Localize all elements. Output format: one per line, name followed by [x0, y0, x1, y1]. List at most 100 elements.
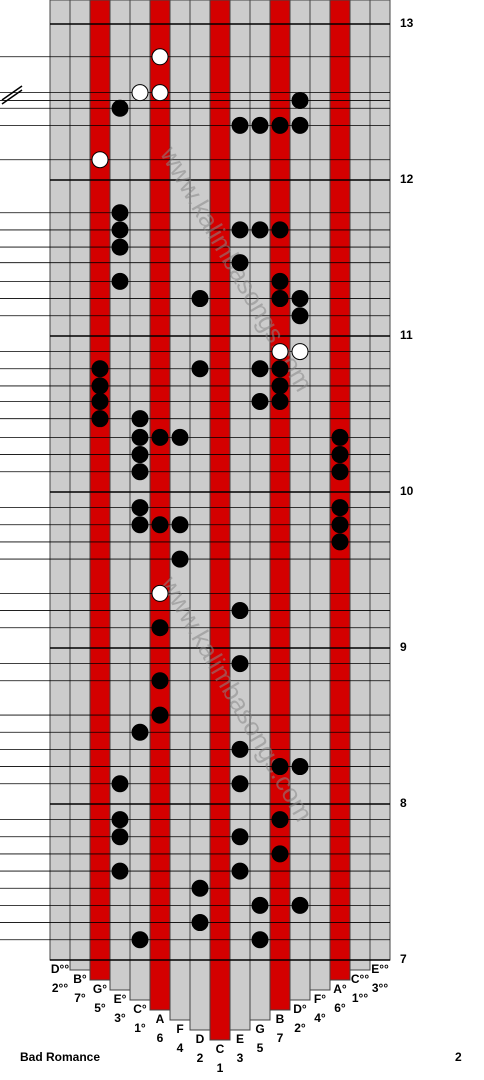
note [271, 360, 289, 378]
note [191, 360, 209, 378]
note [331, 463, 349, 481]
note [291, 343, 309, 361]
tine-number: 7° [74, 991, 86, 1005]
tine-number: 5° [94, 1001, 106, 1015]
note [171, 428, 189, 446]
note [151, 619, 169, 637]
measure-number: 9 [400, 640, 407, 654]
tine [289, 0, 311, 1001]
tine-note: G [255, 1022, 264, 1036]
note [191, 914, 209, 932]
tine-note: A° [333, 982, 347, 996]
note [91, 410, 109, 428]
note [291, 758, 309, 776]
tine-note: C°° [351, 972, 369, 986]
tine-note: B [276, 1012, 285, 1026]
measure-number: 7 [400, 952, 407, 966]
note [331, 446, 349, 464]
tine-number: 6 [157, 1031, 164, 1045]
note [271, 343, 289, 361]
tine-number: 1°° [352, 991, 368, 1005]
note [131, 410, 149, 428]
note [151, 84, 169, 102]
note [231, 254, 249, 272]
tine-number: 4 [177, 1041, 184, 1055]
note [111, 238, 129, 256]
note [331, 499, 349, 517]
note [151, 516, 169, 534]
note [91, 393, 109, 411]
note [171, 550, 189, 568]
note [271, 758, 289, 776]
note [271, 845, 289, 863]
song-title: Bad Romance [20, 1050, 100, 1064]
tine [349, 0, 371, 971]
tine-number: 2°° [52, 981, 68, 995]
tine-note: F° [314, 992, 326, 1006]
note [291, 307, 309, 325]
note [111, 272, 129, 290]
tine-number: 7 [277, 1031, 284, 1045]
tine-note: E [236, 1032, 244, 1046]
tine-note: C [216, 1042, 225, 1056]
note [231, 655, 249, 673]
note [251, 931, 269, 949]
tine [369, 0, 391, 961]
tine-note: A [156, 1012, 165, 1026]
repeat-mark [1, 85, 23, 105]
note [151, 706, 169, 724]
tine-note: G° [93, 982, 107, 996]
note [251, 896, 269, 914]
note [171, 516, 189, 534]
note [231, 602, 249, 620]
note [271, 811, 289, 829]
tine-note: E° [114, 992, 127, 1006]
note [91, 360, 109, 378]
note [131, 84, 149, 102]
note [231, 116, 249, 134]
measure-number: 12 [400, 172, 414, 186]
note [231, 862, 249, 880]
tine-number: 1 [217, 1061, 224, 1075]
note [91, 151, 109, 169]
tine-number: 3° [114, 1011, 126, 1025]
note [131, 931, 149, 949]
tine [49, 0, 71, 961]
note [111, 811, 129, 829]
note [291, 91, 309, 109]
tine [89, 0, 111, 981]
note [131, 723, 149, 741]
note [271, 116, 289, 134]
note [131, 428, 149, 446]
tine-number: 6° [334, 1001, 346, 1015]
tine-number: 3°° [372, 981, 388, 995]
measure-number: 13 [400, 16, 414, 30]
notes [91, 48, 349, 949]
note [271, 272, 289, 290]
squiggle [1, 85, 23, 101]
tine-number: 2 [197, 1051, 204, 1065]
tine-note: E°° [371, 962, 389, 976]
note [111, 99, 129, 117]
tine-note: C° [133, 1002, 147, 1016]
note [291, 896, 309, 914]
note [271, 377, 289, 395]
note [251, 393, 269, 411]
note [271, 290, 289, 308]
note [151, 584, 169, 602]
tine-note: B° [73, 972, 87, 986]
note [291, 116, 309, 134]
note [111, 828, 129, 846]
note [111, 204, 129, 222]
note [151, 48, 169, 66]
note [271, 221, 289, 239]
measure-number: 11 [400, 328, 413, 342]
note [131, 516, 149, 534]
note [191, 290, 209, 308]
note [291, 290, 309, 308]
tine-number: 5 [257, 1041, 264, 1055]
tine-note: F [176, 1022, 183, 1036]
note [331, 428, 349, 446]
tine-note: D [196, 1032, 205, 1046]
note [251, 116, 269, 134]
